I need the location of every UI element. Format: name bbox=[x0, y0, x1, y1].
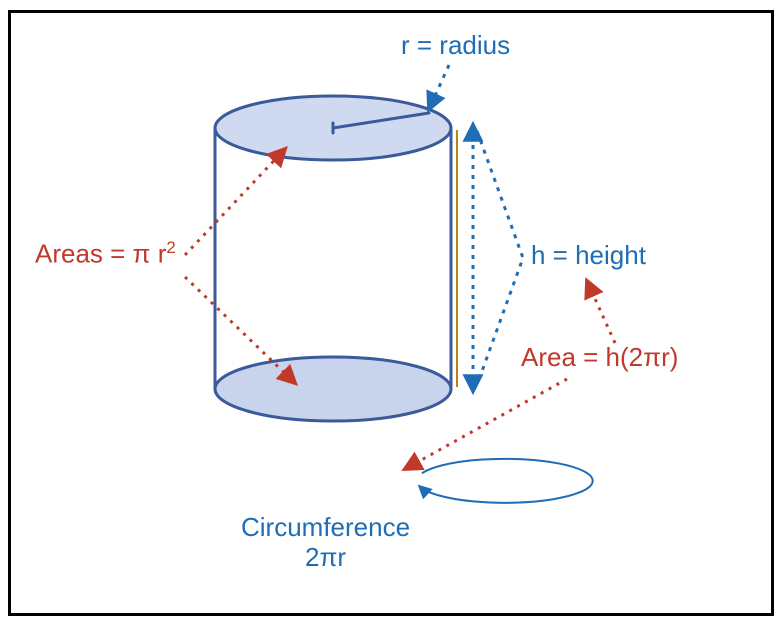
radius-label: r = radius bbox=[401, 31, 510, 61]
diagram-frame: r = radius Areas = π r2 h = height Area … bbox=[8, 10, 774, 616]
circumference-formula: 2πr bbox=[241, 543, 410, 573]
areas-pi-r2-label: Areas = π r2 bbox=[35, 238, 176, 270]
circumference-label: Circumference 2πr bbox=[241, 513, 410, 573]
height-label: h = height bbox=[531, 241, 646, 271]
circumference-word: Circumference bbox=[241, 513, 410, 543]
area-side-label: Area = h(2πr) bbox=[521, 343, 678, 373]
